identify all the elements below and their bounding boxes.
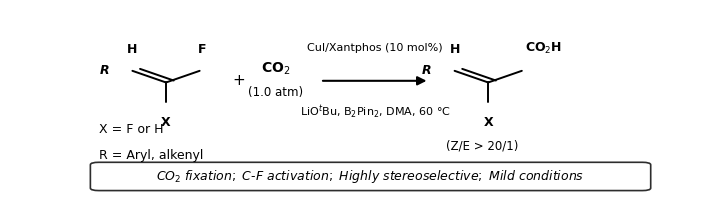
Text: R = Aryl, alkenyl: R = Aryl, alkenyl <box>99 149 203 162</box>
FancyBboxPatch shape <box>90 162 651 191</box>
Text: X = F or H: X = F or H <box>99 122 163 135</box>
Text: (Z/E > 20/1): (Z/E > 20/1) <box>446 139 519 152</box>
Text: H: H <box>127 43 137 56</box>
Text: H: H <box>450 43 460 56</box>
Text: F: F <box>198 43 207 56</box>
Text: CO$_2$: CO$_2$ <box>260 61 290 77</box>
Text: (1.0 atm): (1.0 atm) <box>248 86 303 99</box>
Text: +: + <box>233 73 245 88</box>
Text: LiO$^t$Bu, B$_2$Pin$_2$, DMA, 60 $\degree$C: LiO$^t$Bu, B$_2$Pin$_2$, DMA, 60 $\degre… <box>299 104 450 121</box>
Text: CO$_2$H: CO$_2$H <box>525 41 562 56</box>
Text: R: R <box>100 64 109 77</box>
Text: X: X <box>484 116 493 129</box>
Text: X: X <box>161 116 171 129</box>
Text: R: R <box>422 64 432 77</box>
Text: CuI/Xantphos (10 mol%): CuI/Xantphos (10 mol%) <box>307 43 442 52</box>
Text: $\mathit{CO_2}$ $\mathit{fixation;}$ $\mathit{C}$-$\mathit{F}$ $\mathit{activati: $\mathit{CO_2}$ $\mathit{fixation;}$ $\m… <box>156 168 585 185</box>
